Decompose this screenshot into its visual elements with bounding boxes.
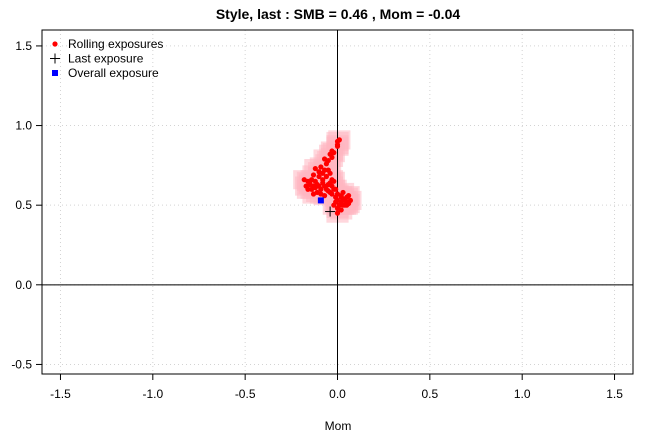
rolling-exposure-point-26 bbox=[305, 186, 311, 192]
legend-plus-icon bbox=[50, 53, 60, 64]
legend-entry-1: Last exposure bbox=[50, 52, 144, 66]
rolling-exposure-point-1 bbox=[336, 137, 342, 143]
rolling-exposure-point-73 bbox=[321, 193, 328, 199]
rolling-exposure-point-10 bbox=[321, 156, 328, 162]
legend-label-2: Overall exposure bbox=[68, 66, 159, 80]
rolling-exposure-point-20 bbox=[301, 177, 307, 183]
x-tick-label-5: 1.0 bbox=[514, 387, 531, 401]
rolling-exposure-point-74 bbox=[307, 181, 313, 188]
last-exposure-marker bbox=[325, 206, 336, 217]
x-tick-label-4: 0.5 bbox=[422, 387, 439, 401]
rolling-exposure-point-65 bbox=[338, 207, 344, 213]
rolling-exposure-points bbox=[301, 137, 354, 216]
rolling-exposure-point-14 bbox=[316, 169, 322, 175]
y-axis: -0.5 0.0 0.5 1.0 1.5 bbox=[11, 39, 43, 371]
y-tick-label-0: -0.5 bbox=[11, 357, 32, 371]
overall-exposure-marker bbox=[317, 197, 324, 204]
rolling-exposure-point-15 bbox=[312, 165, 318, 172]
rolling-exposure-point-43 bbox=[310, 172, 317, 178]
rolling-exposure-point-67 bbox=[331, 202, 337, 208]
x-tick-label-1: -1.0 bbox=[142, 387, 163, 401]
y-tick-label-1: 0.0 bbox=[15, 278, 32, 292]
chart-title: Style, last : SMB = 0.46 , Mom = -0.04 bbox=[216, 6, 461, 22]
rolling-exposure-point-69 bbox=[340, 196, 346, 202]
rolling-exposure-point-7 bbox=[329, 154, 335, 161]
legend-label-0: Rolling exposures bbox=[68, 37, 163, 51]
y-tick-label-3: 1.0 bbox=[15, 119, 32, 133]
highlight-markers bbox=[317, 197, 336, 217]
rolling-exposure-point-68 bbox=[333, 194, 339, 200]
rolling-exposure-point-46 bbox=[333, 186, 339, 192]
x-axis-title: Mom bbox=[325, 419, 352, 432]
x-axis: -1.5 -1.0 -0.5 0.0 0.5 1.0 1.5 bbox=[50, 373, 623, 401]
rolling-exposure-point-32 bbox=[318, 186, 324, 192]
rolling-exposure-point-11 bbox=[318, 164, 324, 170]
rolling-exposure-point-9 bbox=[323, 161, 330, 167]
x-tick-label-2: -0.5 bbox=[235, 387, 256, 401]
rolling-exposure-point-49 bbox=[340, 189, 346, 196]
legend-square-icon bbox=[52, 70, 58, 76]
rolling-exposure-point-39 bbox=[325, 188, 331, 194]
legend-entry-2: Overall exposure bbox=[52, 66, 159, 80]
rolling-exposure-point-3 bbox=[334, 143, 341, 149]
rolling-exposure-point-42 bbox=[316, 173, 322, 180]
x-tick-label-6: 1.5 bbox=[606, 387, 623, 401]
legend-dot-icon bbox=[52, 41, 58, 47]
rolling-exposure-point-38 bbox=[329, 191, 335, 197]
rolling-exposure-point-40 bbox=[320, 177, 326, 183]
rolling-exposure-point-71 bbox=[310, 191, 317, 197]
y-tick-label-4: 1.5 bbox=[15, 39, 32, 53]
legend-label-1: Last exposure bbox=[68, 52, 144, 66]
rolling-exposure-point-64 bbox=[342, 202, 348, 208]
rolling-exposure-point-17 bbox=[327, 170, 333, 176]
rolling-exposure-point-66 bbox=[334, 210, 341, 216]
rolling-exposure-point-75 bbox=[327, 180, 333, 186]
y-tick-label-2: 0.5 bbox=[15, 198, 32, 212]
x-tick-label-3: 0.0 bbox=[329, 387, 346, 401]
legend-entry-0: Rolling exposures bbox=[52, 37, 163, 51]
x-tick-label-0: -1.5 bbox=[50, 387, 71, 401]
rolling-exposure-point-56 bbox=[347, 197, 354, 204]
rolling-exposure-point-41 bbox=[323, 173, 330, 180]
